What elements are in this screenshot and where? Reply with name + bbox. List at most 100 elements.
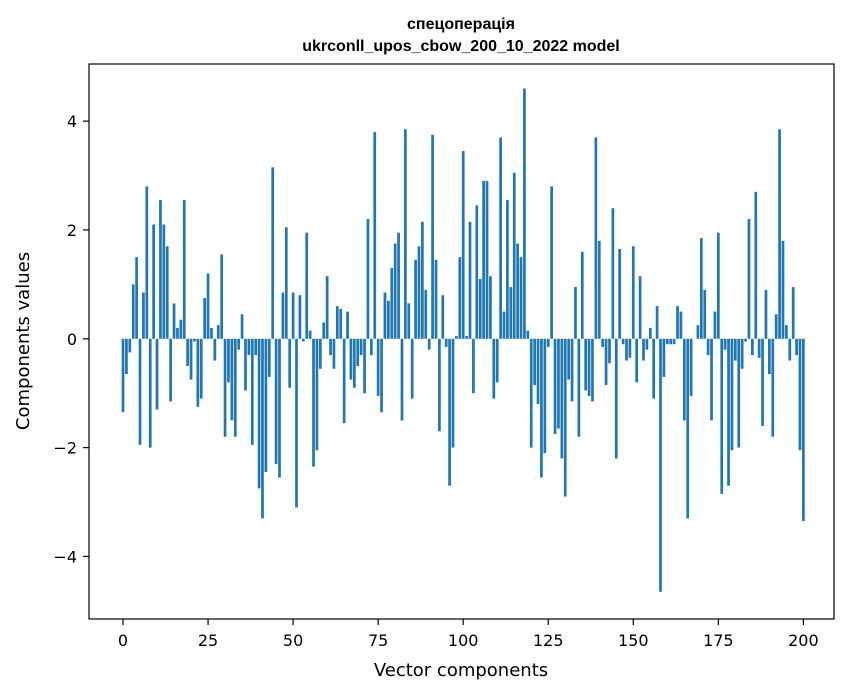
- bar-131: [567, 338, 571, 380]
- bar-19: [186, 338, 190, 366]
- bar-198: [795, 338, 798, 356]
- x-tick-label-150: 150: [618, 631, 649, 650]
- bar-200: [802, 338, 805, 522]
- bar-71: [363, 338, 366, 394]
- bar-102: [468, 221, 472, 339]
- bar-195: [785, 325, 788, 339]
- bar-193: [778, 129, 781, 339]
- bar-61: [329, 338, 332, 356]
- bar-25: [206, 273, 210, 339]
- bar-199: [798, 338, 802, 451]
- bar-68: [352, 338, 356, 388]
- bar-154: [645, 338, 649, 350]
- x-axis-label: Vector components: [374, 660, 548, 681]
- bar-3: [131, 284, 135, 339]
- bar-172: [706, 338, 710, 356]
- bar-197: [791, 287, 795, 339]
- y-axis-label: Components values: [13, 252, 34, 430]
- bar-170: [699, 238, 703, 339]
- bar-149: [628, 338, 632, 358]
- bar-196: [788, 338, 792, 361]
- bar-13: [165, 246, 169, 339]
- bar-137: [587, 338, 591, 396]
- bar-119: [526, 330, 530, 339]
- bar-161: [669, 338, 673, 345]
- bar-190: [768, 338, 771, 375]
- bar-37: [247, 338, 251, 356]
- bar-81: [397, 232, 400, 339]
- bar-158: [659, 338, 662, 592]
- bar-98: [455, 336, 458, 339]
- bar-28: [216, 325, 220, 339]
- bar-114: [509, 287, 513, 339]
- bar-113: [506, 200, 509, 339]
- bar-17: [179, 319, 183, 339]
- bar-177: [723, 338, 727, 350]
- bar-101: [465, 336, 468, 339]
- bar-188: [761, 338, 764, 426]
- bar-178: [727, 338, 730, 486]
- bar-133: [574, 287, 577, 339]
- bar-40: [257, 338, 261, 489]
- bar-48: [284, 227, 288, 339]
- bar-67: [349, 338, 353, 380]
- bar-135: [580, 251, 584, 339]
- bar-148: [625, 338, 628, 361]
- bar-171: [703, 289, 707, 339]
- bar-99: [458, 257, 462, 339]
- bar-91: [431, 134, 434, 339]
- bar-86: [414, 259, 417, 339]
- bar-151: [635, 338, 639, 383]
- bar-57: [315, 338, 319, 451]
- bar-59: [322, 322, 326, 339]
- bar-124: [543, 338, 547, 454]
- bar-163: [676, 306, 679, 339]
- bar-94: [441, 295, 445, 339]
- bar-38: [250, 338, 254, 445]
- plot-frame: [88, 63, 835, 620]
- bar-189: [764, 289, 768, 339]
- bar-191: [771, 338, 775, 437]
- bar-16: [176, 327, 179, 339]
- bar-58: [318, 338, 322, 369]
- bar-series: [121, 88, 805, 592]
- bar-116: [516, 243, 519, 339]
- bar-79: [390, 268, 394, 339]
- x-tick-label-0: 0: [118, 631, 128, 650]
- bar-35: [240, 314, 244, 339]
- bar-111: [499, 137, 502, 339]
- bar-46: [278, 338, 281, 478]
- bar-145: [614, 338, 618, 459]
- bar-7: [145, 186, 149, 339]
- bar-169: [696, 325, 700, 339]
- x-tick-label-200: 200: [788, 631, 819, 650]
- bar-11: [159, 200, 162, 339]
- x-tick-label-50: 50: [283, 631, 303, 650]
- bar-26: [210, 327, 213, 339]
- bar-62: [332, 338, 336, 369]
- bar-167: [689, 338, 693, 396]
- bar-15: [172, 303, 176, 339]
- bar-130: [563, 338, 567, 497]
- bar-165: [682, 338, 686, 421]
- bar-160: [665, 338, 669, 345]
- bar-8: [148, 338, 152, 448]
- bar-27: [213, 338, 217, 361]
- bar-136: [584, 338, 588, 391]
- bar-72: [366, 219, 370, 339]
- bar-108: [489, 276, 492, 339]
- bar-83: [404, 129, 407, 339]
- bar-4: [135, 257, 138, 339]
- bar-56: [312, 338, 315, 467]
- bar-179: [730, 338, 734, 451]
- x-tick-label-75: 75: [368, 631, 388, 650]
- bar-52: [298, 295, 302, 339]
- bar-44: [271, 167, 275, 339]
- bar-182: [740, 338, 744, 369]
- x-tick-label-25: 25: [198, 631, 218, 650]
- bar-69: [356, 338, 360, 366]
- bar-107: [485, 180, 489, 339]
- chart-title: спецоперація: [407, 16, 515, 33]
- bar-155: [648, 327, 652, 339]
